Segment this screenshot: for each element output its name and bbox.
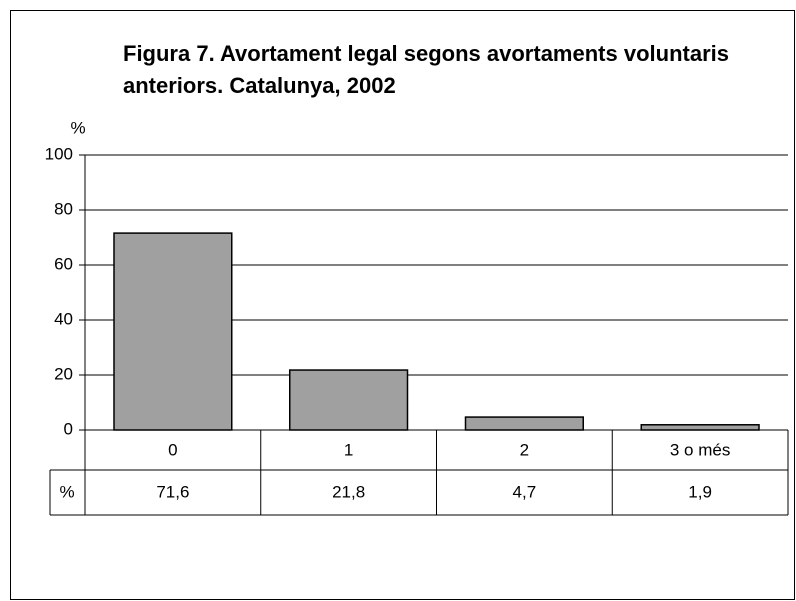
y-axis-label: % [70,118,85,137]
y-tick-label: 0 [64,419,73,438]
y-tick-label: 60 [54,254,73,273]
bar [464,416,585,431]
x-tick-label: 0 [168,440,177,459]
bar [288,369,409,431]
y-tick-label: 20 [54,364,73,383]
bar [640,424,760,431]
table-row-label: % [59,482,74,501]
x-tick-label: 1 [344,440,353,459]
y-tick-label: 40 [54,309,73,328]
y-tick-label: 100 [45,144,73,163]
table-value: 71,6 [156,482,189,501]
x-tick-label: 2 [520,440,529,459]
table-value: 1,9 [688,482,712,501]
x-tick-label: 3 o més [670,440,730,459]
y-tick-label: 80 [54,199,73,218]
table-value: 21,8 [332,482,365,501]
chart-title: Figura 7. Avortament legal segons avorta… [123,41,729,98]
table-value: 4,7 [513,482,537,501]
bar [113,232,233,431]
